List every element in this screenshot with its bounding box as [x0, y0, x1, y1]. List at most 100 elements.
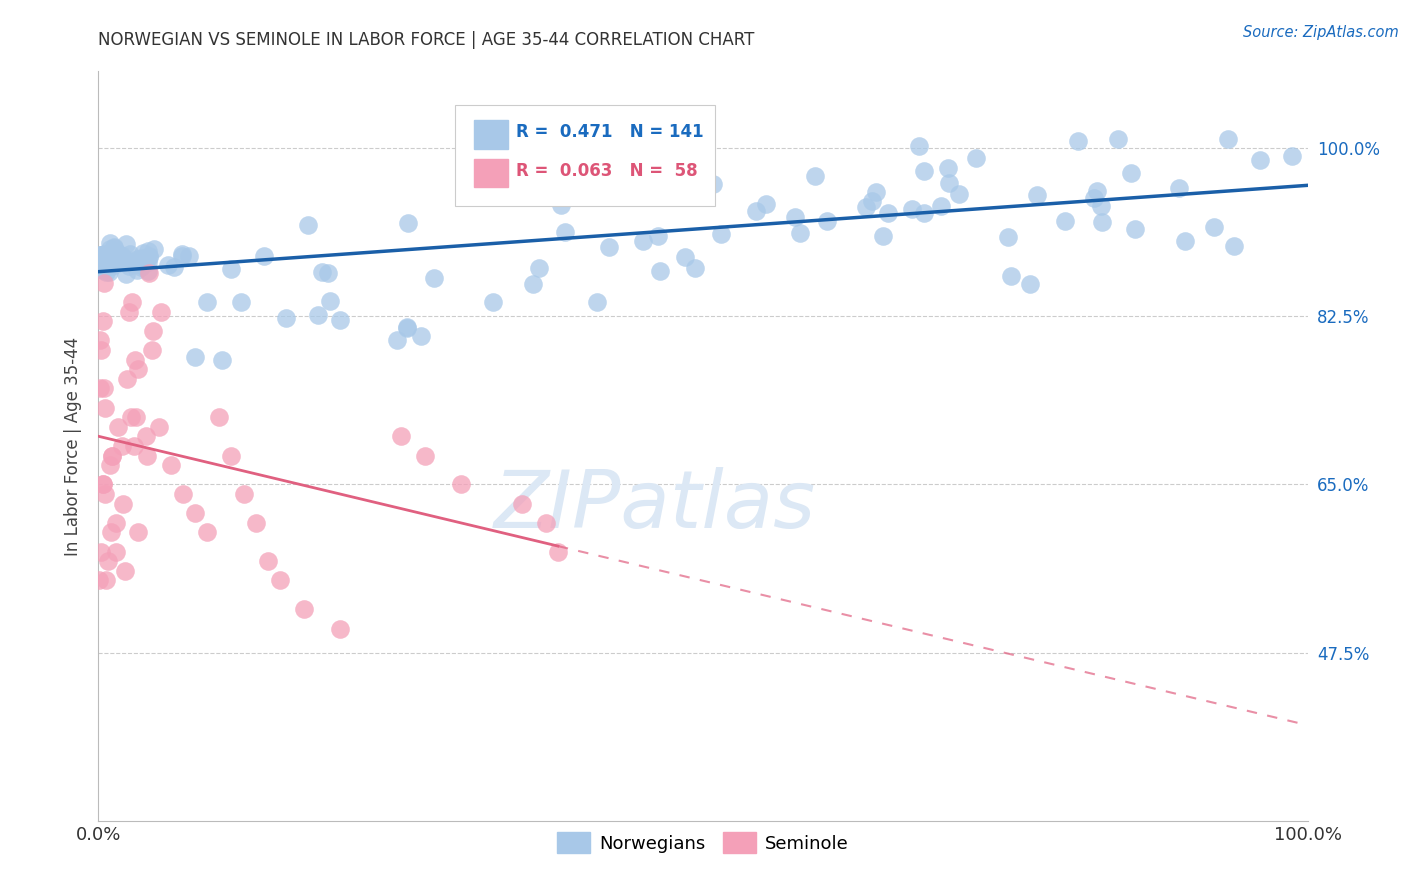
Point	[118, 259, 141, 273]
Point	[785, 211, 807, 225]
Point	[136, 255, 159, 269]
Point	[98, 236, 121, 251]
Point	[307, 308, 329, 322]
Point	[912, 206, 935, 220]
Point	[1107, 131, 1129, 145]
Point	[598, 240, 620, 254]
Point	[936, 161, 959, 175]
Point	[103, 246, 125, 260]
Point	[1090, 199, 1112, 213]
Point	[131, 258, 153, 272]
Point	[710, 227, 733, 241]
Point	[177, 249, 200, 263]
Point	[547, 544, 569, 558]
Point	[94, 255, 117, 269]
Legend: Norwegians, Seminole: Norwegians, Seminole	[550, 825, 856, 860]
Point	[89, 334, 111, 348]
Point	[100, 449, 122, 463]
Point	[125, 253, 148, 268]
Point	[120, 247, 142, 261]
Point	[122, 439, 145, 453]
Point	[111, 439, 134, 453]
Y-axis label: In Labor Force | Age 35-44: In Labor Force | Age 35-44	[65, 336, 83, 556]
Point	[195, 525, 218, 540]
Point	[121, 255, 143, 269]
Point	[132, 246, 155, 260]
Point	[93, 314, 115, 328]
Point	[184, 506, 207, 520]
Point	[96, 259, 118, 273]
Point	[319, 293, 342, 308]
Point	[124, 352, 146, 367]
Point	[522, 277, 544, 292]
Point	[803, 169, 825, 183]
Point	[311, 265, 333, 279]
Point	[121, 294, 143, 309]
Point	[122, 257, 145, 271]
Point	[94, 401, 117, 415]
Point	[482, 294, 505, 309]
Point	[115, 372, 138, 386]
Point	[127, 362, 149, 376]
Point	[112, 251, 135, 265]
Point	[395, 320, 418, 334]
Point	[89, 381, 111, 395]
Point	[103, 254, 125, 268]
Point	[93, 260, 115, 275]
Point	[389, 429, 412, 443]
Point	[647, 228, 669, 243]
Point	[197, 294, 219, 309]
Point	[104, 257, 127, 271]
Point	[138, 250, 160, 264]
Point	[135, 429, 157, 443]
Point	[131, 251, 153, 265]
Point	[97, 265, 120, 279]
Point	[860, 194, 883, 209]
Point	[423, 271, 446, 285]
Point	[1281, 149, 1303, 163]
Point	[163, 260, 186, 274]
Point	[93, 252, 115, 267]
Point	[329, 312, 352, 326]
Point	[1125, 222, 1147, 236]
Point	[385, 333, 408, 347]
Point	[815, 214, 838, 228]
Text: ZIPatlas: ZIPatlas	[494, 467, 815, 545]
Point	[245, 516, 267, 530]
Point	[184, 350, 207, 364]
Point	[89, 253, 111, 268]
Point	[253, 249, 276, 263]
Text: R =  0.471   N = 141: R = 0.471 N = 141	[516, 123, 703, 141]
Point	[115, 236, 138, 251]
Point	[91, 248, 114, 262]
Point	[93, 381, 115, 395]
Point	[789, 226, 811, 240]
Point	[1121, 166, 1143, 180]
Point	[1249, 153, 1271, 167]
Point	[1083, 191, 1105, 205]
Point	[1026, 188, 1049, 202]
Point	[156, 258, 179, 272]
Point	[129, 260, 152, 274]
Point	[122, 254, 145, 268]
Point	[211, 352, 233, 367]
Point	[683, 260, 706, 275]
Point	[219, 262, 242, 277]
Point	[172, 246, 194, 260]
Point	[93, 247, 115, 261]
Point	[127, 252, 149, 267]
Point	[160, 458, 183, 473]
Point	[94, 574, 117, 588]
Point	[170, 249, 193, 263]
Point	[111, 497, 134, 511]
Point	[1223, 239, 1246, 253]
Point	[872, 229, 894, 244]
Point	[98, 242, 121, 256]
Text: Source: ZipAtlas.com: Source: ZipAtlas.com	[1243, 25, 1399, 40]
Point	[96, 554, 118, 568]
Text: R =  0.063   N =  58: R = 0.063 N = 58	[516, 162, 697, 180]
Point	[395, 320, 418, 334]
Point	[1000, 268, 1022, 283]
Point	[90, 256, 112, 270]
Point	[292, 602, 315, 616]
